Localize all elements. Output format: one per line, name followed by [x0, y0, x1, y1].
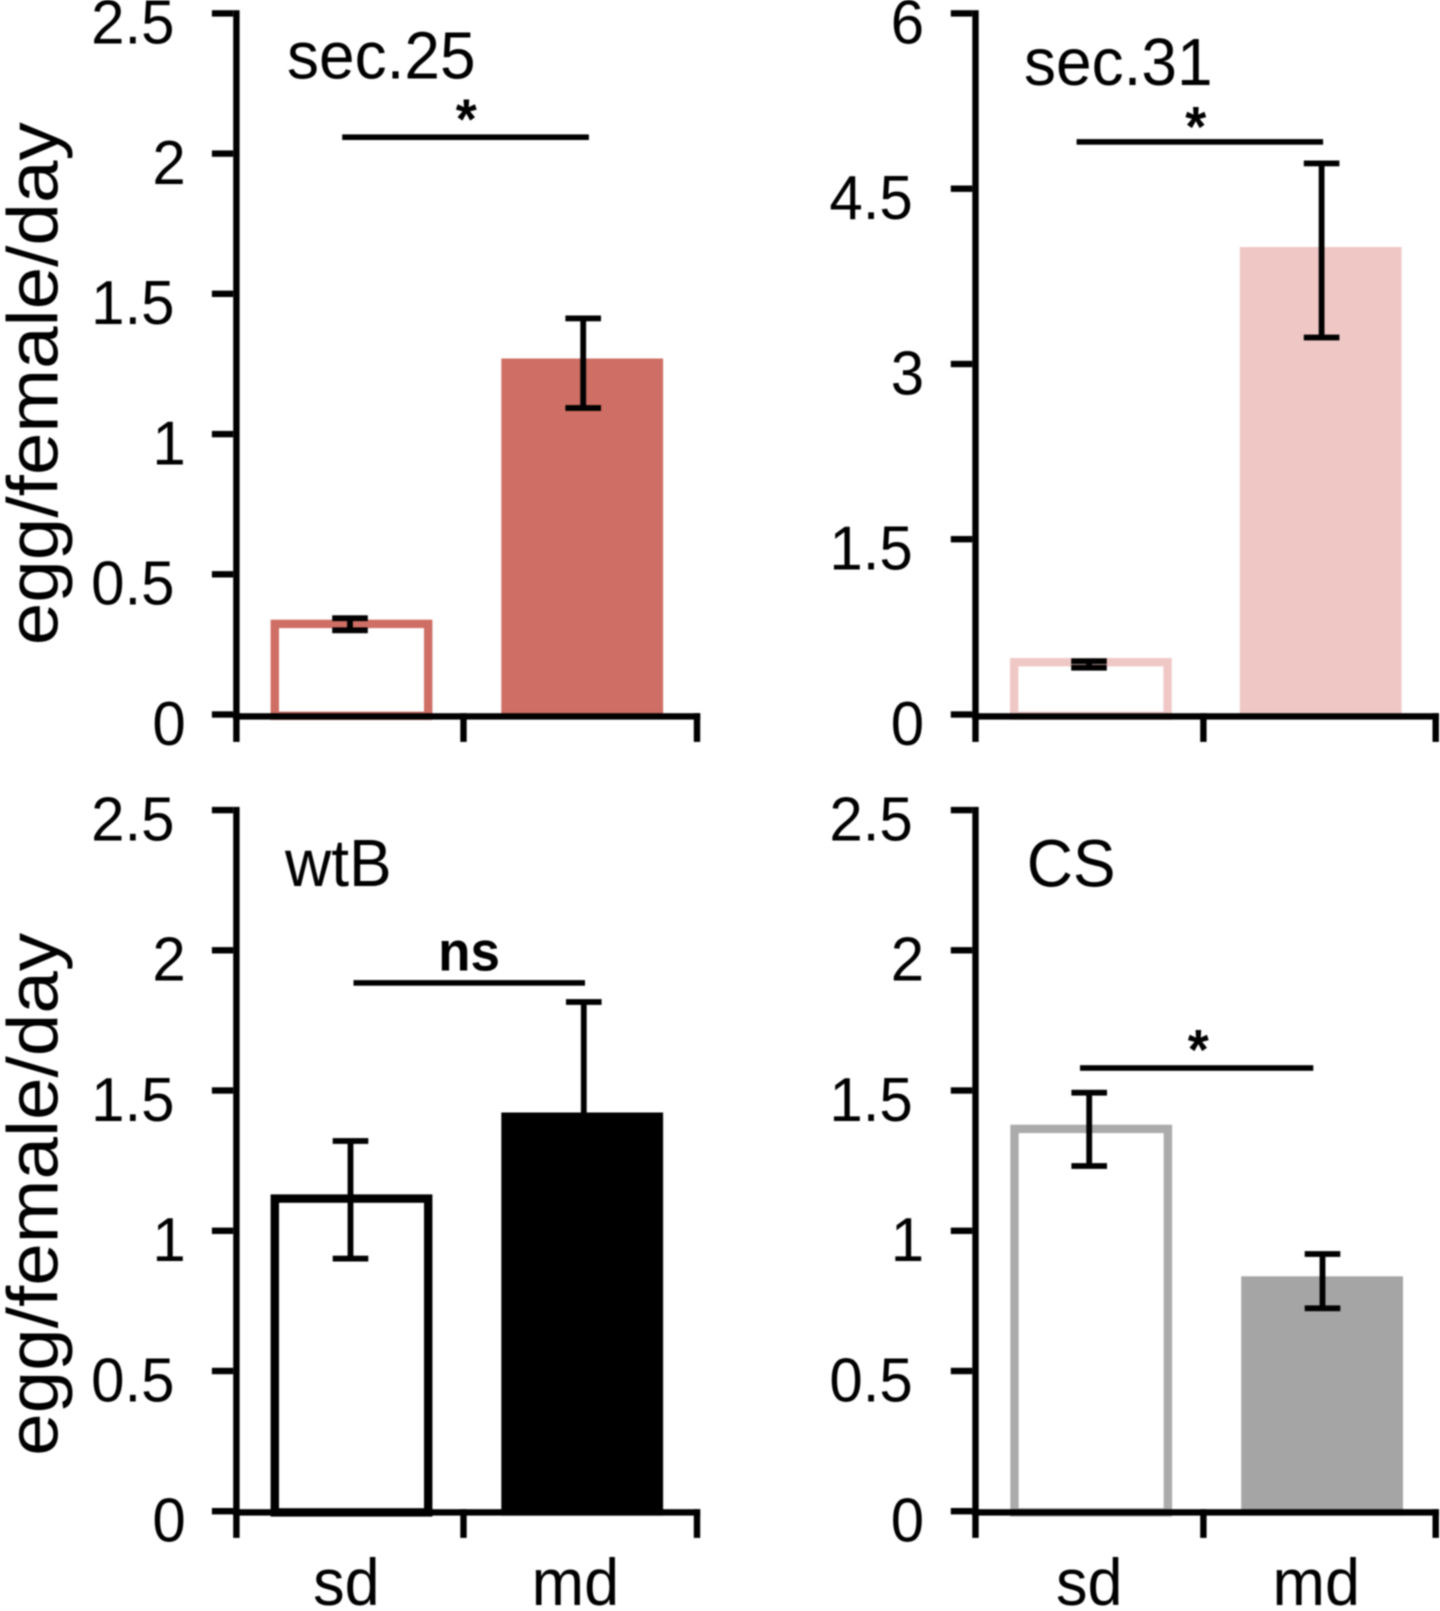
svg-text:2.5: 2.5: [829, 785, 912, 854]
svg-text:sec.25: sec.25: [287, 18, 476, 93]
svg-text:2: 2: [152, 925, 185, 994]
svg-text:1.5: 1.5: [829, 514, 912, 583]
svg-text:1.5: 1.5: [91, 1065, 174, 1134]
svg-text:0.5: 0.5: [91, 1345, 174, 1414]
svg-text:1.5: 1.5: [829, 1065, 912, 1134]
svg-text:*: *: [1185, 95, 1206, 158]
svg-text:ns: ns: [438, 921, 500, 983]
svg-text:1: 1: [152, 1205, 185, 1274]
svg-text:3: 3: [891, 338, 924, 407]
svg-text:0: 0: [891, 689, 924, 758]
svg-text:0.5: 0.5: [91, 549, 174, 618]
svg-text:sec.31: sec.31: [1024, 25, 1213, 100]
svg-text:0: 0: [152, 1486, 185, 1555]
svg-text:0: 0: [152, 689, 185, 758]
svg-text:1: 1: [891, 1205, 924, 1274]
svg-text:2: 2: [152, 128, 185, 197]
svg-text:1: 1: [152, 409, 185, 478]
svg-text:md: md: [532, 1546, 620, 1606]
svg-text:CS: CS: [1027, 826, 1116, 901]
svg-text:6: 6: [891, 0, 924, 57]
svg-text:sd: sd: [1056, 1546, 1123, 1606]
svg-text:0: 0: [891, 1486, 924, 1555]
svg-text:2.5: 2.5: [91, 0, 174, 57]
svg-text:1.5: 1.5: [91, 268, 174, 337]
svg-text:0.5: 0.5: [829, 1345, 912, 1414]
svg-text:md: md: [1273, 1546, 1361, 1606]
svg-text:2: 2: [891, 925, 924, 994]
svg-text:*: *: [456, 87, 477, 150]
svg-text:sd: sd: [313, 1546, 380, 1606]
svg-text:wtB: wtB: [284, 826, 392, 901]
svg-text:*: *: [1188, 1018, 1209, 1081]
svg-text:egg/female/day: egg/female/day: [0, 122, 73, 645]
svg-text:4.5: 4.5: [829, 163, 912, 232]
svg-text:2.5: 2.5: [91, 785, 174, 854]
svg-text:egg/female/day: egg/female/day: [0, 933, 73, 1456]
